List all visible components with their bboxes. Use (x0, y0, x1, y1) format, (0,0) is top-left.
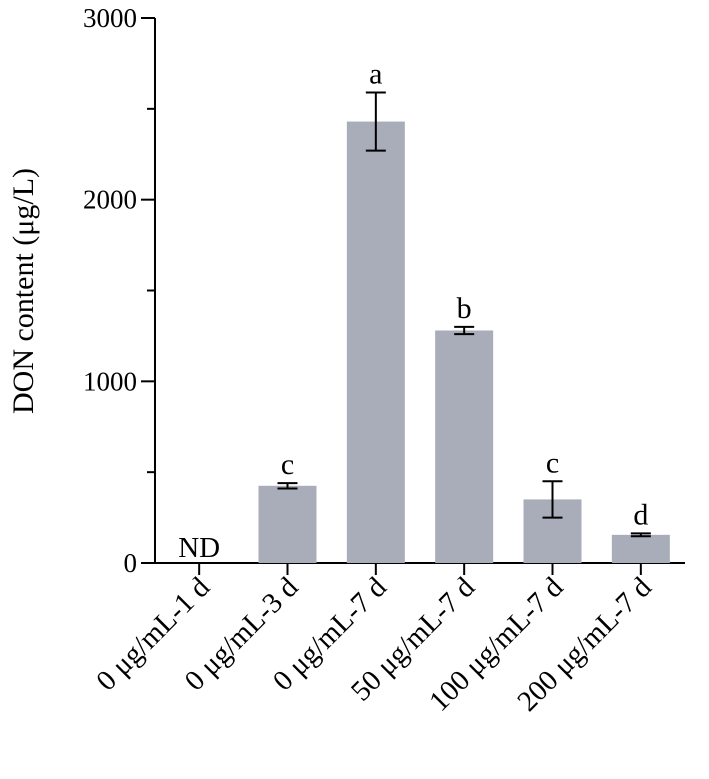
significance-letter: b (457, 292, 472, 325)
y-tick-label: 0 (124, 548, 138, 578)
significance-letter: d (633, 498, 648, 531)
y-tick-label: 3000 (83, 3, 137, 33)
significance-letter: c (281, 448, 294, 481)
x-axis: 0 μg/mL-1 d0 μg/mL-3 d0 μg/mL-7 d50 μg/m… (90, 562, 685, 718)
bar (346, 121, 405, 564)
error-bars (277, 91, 651, 538)
bar-labels: ND c a b c d (178, 57, 648, 564)
bar (258, 485, 317, 563)
bar (435, 330, 494, 563)
bar (611, 534, 670, 563)
y-axis-title: DON content (μg/L) (7, 168, 40, 414)
y-axis: 0 1000 2000 3000 DON content (μg/L) (7, 3, 156, 578)
significance-letter: a (369, 57, 382, 90)
y-tick-label: 1000 (83, 366, 137, 396)
bars (258, 121, 670, 564)
not-detected-label: ND (178, 532, 220, 564)
y-tick-label: 2000 (83, 185, 137, 215)
y-ticks: 0 1000 2000 3000 (83, 3, 155, 578)
x-ticks: 0 μg/mL-1 d0 μg/mL-3 d0 μg/mL-7 d50 μg/m… (90, 563, 658, 718)
significance-letter: c (546, 446, 559, 479)
